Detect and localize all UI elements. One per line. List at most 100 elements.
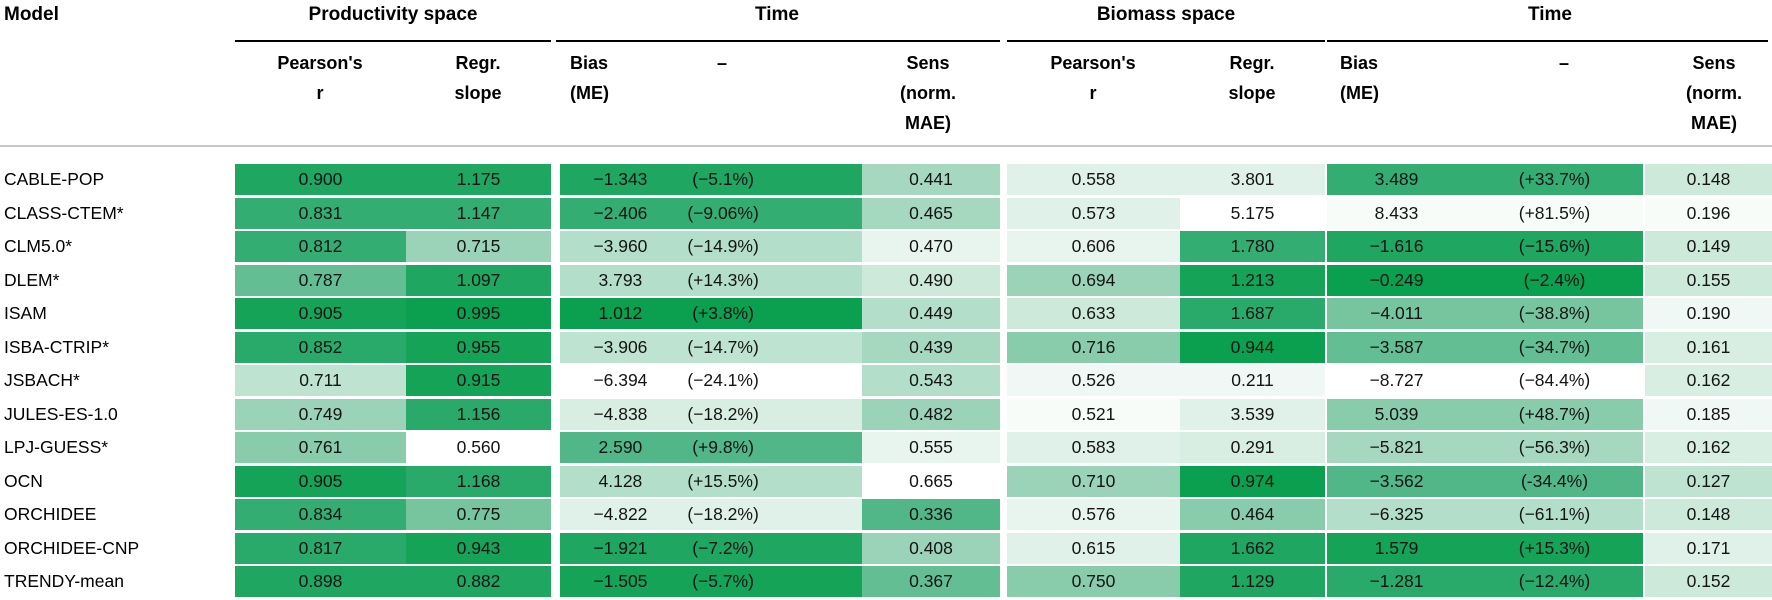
cell-productivity-bias-pct: (−18.2%) — [687, 403, 759, 424]
cell-productivity-bias-pct: (−9.06%) — [687, 202, 759, 223]
cell-productivity-pearsons-r: 0.898 — [235, 566, 406, 597]
cell-productivity-sens-norm-mae: 0.465 — [862, 197, 1000, 229]
cell-productivity-regr-slope: 0.560 — [406, 432, 551, 463]
cell-biomass-pearsons-r: 0.710 — [1007, 465, 1180, 497]
header-divider-line — [0, 145, 1772, 147]
cell-biomass-bias-block: −1.616 (−15.6%) — [1327, 231, 1643, 262]
cell-biomass-bias-block: −0.249 (−2.4%) — [1327, 264, 1643, 296]
cell-biomass-pearsons-r: 0.694 — [1007, 264, 1180, 296]
cell-productivity-bias-block: −2.406 (−9.06%) — [560, 197, 862, 229]
cell-productivity-sens-norm-mae: 0.408 — [862, 532, 1000, 564]
cell-productivity-bias-pct: (+3.8%) — [692, 303, 754, 323]
column-header-prod-regr-slope: Regr. slope — [454, 53, 502, 103]
cell-biomass-bias-block: −6.325 (−61.1%) — [1327, 499, 1643, 530]
cell-biomass-sens-norm-mae: 0.190 — [1645, 298, 1772, 329]
cell-biomass-bias-me: −5.821 — [1369, 437, 1424, 457]
cell-biomass-regr-slope: 1.687 — [1180, 298, 1325, 329]
cell-biomass-bias-pct: (−34.7%) — [1518, 336, 1591, 357]
cell-productivity-bias-me: −1.921 — [593, 537, 648, 558]
cell-biomass-regr-slope: 1.662 — [1180, 532, 1325, 564]
table-row: JSBACH* 0.711 0.915 −6.394 (−24.1%) 0.54… — [0, 365, 1772, 396]
cell-biomass-bias-block: −1.281 (−12.4%) — [1327, 566, 1643, 597]
cell-biomass-regr-slope: 0.291 — [1180, 432, 1325, 463]
cell-biomass-bias-block: −3.587 (−34.7%) — [1327, 331, 1643, 363]
cell-biomass-bias-block: −8.727 (−84.4%) — [1327, 365, 1643, 396]
cell-biomass-bias-block: 1.579 (+15.3%) — [1327, 532, 1643, 564]
cell-productivity-regr-slope: 1.168 — [406, 465, 551, 497]
cell-biomass-sens-norm-mae: 0.148 — [1645, 164, 1772, 195]
cell-productivity-bias-me: −4.822 — [593, 504, 648, 524]
cell-biomass-bias-pct: (+81.5%) — [1518, 202, 1591, 223]
cell-biomass-sens-norm-mae: 0.155 — [1645, 264, 1772, 296]
table-row: CABLE-POP 0.900 1.175 −1.343 (−5.1%) 0.4… — [0, 164, 1772, 195]
cell-productivity-pearsons-r: 0.905 — [235, 465, 406, 497]
cell-productivity-regr-slope: 0.715 — [406, 231, 551, 262]
cell-productivity-pearsons-r: 0.905 — [235, 298, 406, 329]
cell-productivity-bias-pct: (−5.1%) — [692, 169, 754, 189]
column-header-prod-bias-pct-dash: – — [716, 53, 728, 73]
cell-biomass-bias-me: 8.433 — [1374, 202, 1419, 223]
cell-biomass-pearsons-r: 0.615 — [1007, 532, 1180, 564]
cell-productivity-regr-slope: 0.775 — [406, 499, 551, 530]
cell-biomass-bias-pct: (−12.4%) — [1518, 571, 1591, 591]
cell-biomass-bias-block: −3.562 (-34.4%) — [1327, 465, 1643, 497]
cell-productivity-sens-norm-mae: 0.555 — [862, 432, 1000, 463]
cell-productivity-bias-block: −6.394 (−24.1%) — [560, 365, 862, 396]
cell-biomass-regr-slope: 1.780 — [1180, 231, 1325, 262]
cell-productivity-bias-me: 3.793 — [598, 269, 643, 290]
cell-productivity-bias-pct: (−14.7%) — [687, 336, 759, 357]
model-name: DLEM* — [4, 269, 60, 290]
cell-productivity-sens-norm-mae: 0.367 — [862, 566, 1000, 597]
cell-productivity-sens-norm-mae: 0.482 — [862, 398, 1000, 430]
cell-biomass-sens-norm-mae: 0.149 — [1645, 231, 1772, 262]
column-header-bio-bias-me: Bias (ME) — [1340, 53, 1379, 103]
cell-productivity-regr-slope: 0.915 — [406, 365, 551, 396]
model-name: OCN — [4, 470, 43, 491]
cell-productivity-bias-pct: (+14.3%) — [687, 269, 759, 290]
cell-biomass-bias-block: −5.821 (−56.3%) — [1327, 432, 1643, 463]
cell-productivity-regr-slope: 0.882 — [406, 566, 551, 597]
cell-productivity-bias-me: −4.838 — [593, 403, 648, 424]
cell-productivity-pearsons-r: 0.711 — [235, 365, 406, 396]
cell-biomass-regr-slope: 0.974 — [1180, 465, 1325, 497]
cell-biomass-pearsons-r: 0.521 — [1007, 398, 1180, 430]
cell-productivity-pearsons-r: 0.812 — [235, 231, 406, 262]
cell-productivity-bias-block: 1.012 (+3.8%) — [560, 298, 862, 329]
cell-productivity-regr-slope: 1.097 — [406, 264, 551, 296]
cell-productivity-sens-norm-mae: 0.441 — [862, 164, 1000, 195]
cell-productivity-pearsons-r: 0.852 — [235, 331, 406, 363]
cell-productivity-bias-block: −1.505 (−5.7%) — [560, 566, 862, 597]
table-row: CLASS-CTEM* 0.831 1.147 −2.406 (−9.06%) … — [0, 197, 1772, 229]
column-header-model: Model — [4, 4, 59, 25]
cell-productivity-regr-slope: 1.175 — [406, 164, 551, 195]
cell-productivity-pearsons-r: 0.817 — [235, 532, 406, 564]
model-name: JULES-ES-1.0 — [4, 403, 118, 424]
cell-productivity-regr-slope: 0.943 — [406, 532, 551, 564]
cell-productivity-sens-norm-mae: 0.470 — [862, 231, 1000, 262]
model-name: CLASS-CTEM* — [4, 202, 124, 223]
cell-biomass-bias-block: 3.489 (+33.7%) — [1327, 164, 1643, 195]
cell-biomass-bias-pct: (−38.8%) — [1518, 303, 1591, 323]
table-row: CLM5.0* 0.812 0.715 −3.960 (−14.9%) 0.47… — [0, 231, 1772, 262]
cell-productivity-regr-slope: 0.995 — [406, 298, 551, 329]
cell-productivity-pearsons-r: 0.749 — [235, 398, 406, 430]
cell-biomass-bias-me: 3.489 — [1374, 169, 1419, 189]
cell-biomass-bias-pct: (−84.4%) — [1518, 370, 1591, 390]
column-header-bio-regr-slope: Regr. slope — [1228, 53, 1276, 103]
cell-biomass-regr-slope: 3.539 — [1180, 398, 1325, 430]
cell-productivity-bias-block: −3.960 (−14.9%) — [560, 231, 862, 262]
cell-biomass-bias-pct: (−15.6%) — [1518, 236, 1591, 256]
cell-biomass-pearsons-r: 0.583 — [1007, 432, 1180, 463]
cell-biomass-bias-pct: (+33.7%) — [1518, 169, 1591, 189]
cell-productivity-sens-norm-mae: 0.665 — [862, 465, 1000, 497]
model-name: TRENDY-mean — [4, 571, 124, 591]
cell-biomass-sens-norm-mae: 0.162 — [1645, 432, 1772, 463]
cell-biomass-bias-me: 1.579 — [1374, 537, 1419, 558]
cell-productivity-bias-block: 2.590 (+9.8%) — [560, 432, 862, 463]
column-header-prod-sens-norm-mae: Sens (norm. MAE) — [900, 53, 956, 133]
cell-biomass-sens-norm-mae: 0.196 — [1645, 197, 1772, 229]
cell-biomass-regr-slope: 1.129 — [1180, 566, 1325, 597]
cell-productivity-bias-me: −2.406 — [593, 202, 648, 223]
cell-biomass-bias-me: −6.325 — [1369, 504, 1424, 524]
